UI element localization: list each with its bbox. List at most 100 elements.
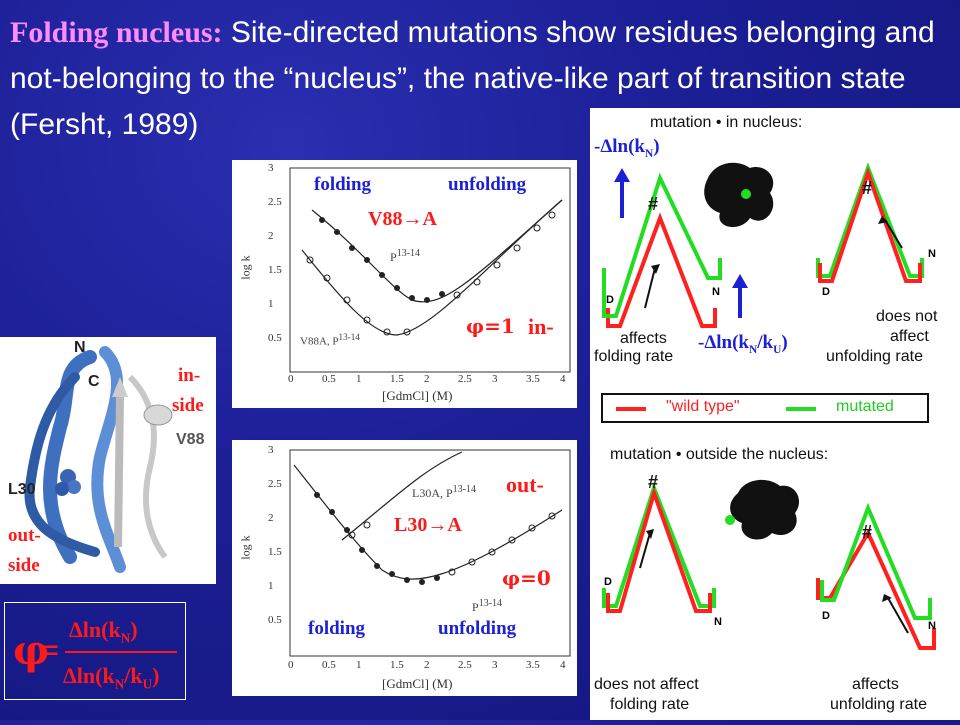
diagram-bottom-heading: mutation • outside the nucleus: — [610, 446, 829, 463]
plot-top-unfolding-label: unfolding — [448, 174, 527, 195]
plot-bottom-ytick-label: 1 — [268, 580, 274, 592]
plot-bottom-ytick-label: 1.5 — [268, 546, 282, 558]
plot-top-xtick-label: 0.5 — [322, 373, 336, 385]
formula-equals: = — [39, 630, 60, 670]
plot-top-ylabel: log k — [238, 255, 253, 280]
plot-bottom-filled-points — [314, 492, 440, 585]
protein-label-l30: L30 — [8, 481, 36, 498]
diagram-d-bottom-right: D — [822, 610, 830, 622]
plot-top-xlabel: [GdmCl] (M) — [382, 388, 453, 403]
protein-in-side-1: in- — [178, 365, 201, 386]
diagram-d-bottom-left: D — [604, 576, 612, 588]
diagram-not-affect-3: unfolding rate — [826, 348, 923, 365]
protein-structure-panel: N C V88 L30 in- side out- side — [0, 337, 216, 584]
protein-out-side-1: out- — [8, 525, 41, 546]
plot-bottom-xtick-label: 2.5 — [458, 659, 472, 671]
plot-top-ytick-label: 1 — [268, 298, 274, 310]
formula-denominator: Δln(kN/kU) — [63, 663, 160, 692]
slide-title: Folding nucleus: Site-directed mutations… — [10, 10, 940, 148]
plot-top-mutation-label: V88→A — [368, 208, 437, 230]
plot-top-ytick-label: 0.5 — [268, 332, 282, 344]
plot-bottom-xtick-label: 1 — [356, 659, 362, 671]
diagram-top-heading: mutation • in nucleus: — [650, 114, 803, 131]
diagram-hash-bottom-right: # — [862, 522, 873, 542]
plot-top-panel: log k [GdmCl] (M) 3 2.5 2 1.5 1 0.5 0 0.5 1 1.5 2… — [232, 160, 577, 408]
plot-bottom-xtick-label: 3.5 — [526, 659, 540, 671]
plot-top-xtick-label: 1.5 — [390, 373, 404, 385]
formula-phi: φ — [13, 627, 50, 674]
plot-bottom-open-points — [348, 512, 556, 576]
plot-bottom-folding-label: folding — [308, 618, 366, 639]
plot-top-inner-label: P13-14 — [390, 248, 421, 264]
plot-bottom-inner-label2: P13-14 — [472, 598, 503, 614]
formula-fraction-bar — [65, 651, 177, 653]
diagram-d-top-left: D — [606, 294, 614, 306]
plot-bottom-xtick-label: 0 — [288, 659, 294, 671]
diagram-hash-bottom-left: # — [648, 472, 659, 492]
plot-top-xtick-label: 2 — [424, 373, 430, 385]
plot-bottom-phi-label: φ=0 — [502, 566, 551, 590]
diagram-n-bottom-left: N — [714, 616, 722, 628]
protein-label-n: N — [74, 339, 86, 356]
diagram-not-affect-2: affect — [890, 328, 929, 345]
plot-bottom-side-label: out- — [506, 472, 544, 497]
plot-top-ytick-label: 1.5 — [268, 264, 282, 276]
diagram-n-bottom-right: N — [928, 620, 936, 632]
protein-in-side-2: side — [172, 395, 204, 416]
plot-bottom-xtick-label: 1.5 — [390, 659, 404, 671]
plot-top-xtick-label: 3.5 — [526, 373, 540, 385]
protein-label-v88: V88 — [176, 431, 205, 448]
plot-top-filled-points — [319, 217, 445, 303]
plot-top-corner-label: V88A, P13-14 — [300, 332, 360, 348]
plot-top-xtick-label: 2.5 — [458, 373, 472, 385]
plot-bottom-xtick-label: 3 — [492, 659, 498, 671]
plot-top-ytick-label: 3 — [268, 162, 274, 174]
plot-top-side-label: in- — [528, 314, 554, 339]
protein-ribbon-image — [24, 346, 173, 573]
plot-bottom-svg — [289, 449, 571, 657]
diagram-not-affect-1: does not — [876, 308, 938, 325]
plot-bottom-ylabel: log k — [238, 535, 253, 560]
diagram-affects-2: folding rate — [594, 348, 674, 365]
title-text: Site-directed mutations show residues be… — [10, 16, 935, 141]
diagram-affects-1: affects — [620, 330, 667, 347]
plot-bottom-xtick-label: 4 — [560, 659, 566, 671]
diagram-hash-top-right: # — [862, 178, 873, 198]
plot-top-ytick-label: 2 — [268, 230, 274, 242]
plot-top-xtick-label: 4 — [560, 373, 566, 385]
protein-label-c: C — [88, 373, 100, 390]
diagram-bottom-right-2: unfolding rate — [830, 696, 927, 713]
plot-bottom-xlabel: [GdmCl] (M) — [382, 676, 453, 691]
plot-top-open-points — [306, 211, 556, 336]
plot-bottom-mutation-label: L30→A — [394, 514, 462, 536]
plot-bottom-panel: log k [GdmCl] (M) 3 2.5 2 1.5 1 0.5 0 0.5 1 1.5 2… — [232, 440, 577, 696]
plot-bottom-unfolding-label: unfolding — [438, 618, 517, 639]
protein-out-side-2: side — [8, 555, 40, 576]
title-lead: Folding nucleus: — [10, 16, 223, 49]
diagram-bottom-left-2: folding rate — [610, 696, 690, 713]
diagram-arrow-kn-label: -Δln(kN) — [594, 136, 660, 160]
diagram-bottom-left-1: does not affect — [594, 676, 699, 693]
diagram-n-top-left: N — [712, 286, 720, 298]
diagram-d-top-right: D — [822, 286, 830, 298]
energy-diagram-svg — [601, 162, 936, 650]
plot-top-ytick-label: 2.5 — [268, 196, 282, 208]
plot-bottom-ytick-label: 2.5 — [268, 478, 282, 490]
diagram-arrow-knku-label: -Δln(kN/kU) — [698, 332, 788, 356]
plot-bottom-ytick-label: 3 — [268, 444, 274, 456]
legend-mutated: mutated — [836, 398, 894, 415]
legend-wild-type: "wild type" — [666, 398, 740, 415]
diagram-hash-top-left: # — [648, 194, 659, 214]
diagram-bottom-right-1: affects — [852, 676, 899, 693]
plot-bottom-inner-label: L30A, P13-14 — [412, 484, 477, 500]
plot-bottom-xtick-label: 0.5 — [322, 659, 336, 671]
plot-top-svg — [289, 167, 571, 373]
plot-top-xtick-label: 1 — [356, 373, 362, 385]
plot-top-xtick-label: 0 — [288, 373, 294, 385]
plot-top-phi-label: φ=1 — [466, 314, 515, 338]
plot-bottom-ytick-label: 2 — [268, 512, 274, 524]
energy-diagram-panel: mutation • in nucleus: -Δln(kN) # # D N … — [590, 108, 960, 720]
plot-bottom-xtick-label: 2 — [424, 659, 430, 671]
formula-numerator: Δln(kN) — [69, 617, 138, 646]
plot-top-folding-label: folding — [314, 174, 372, 195]
